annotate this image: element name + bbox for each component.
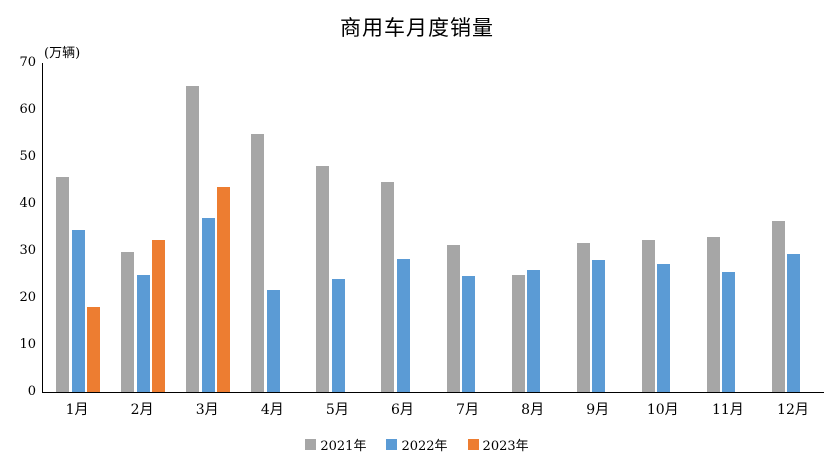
y-tick-label: 40 <box>19 196 36 211</box>
x-tick-label: 2月 <box>130 402 154 418</box>
y-tick-label: 30 <box>19 243 36 258</box>
legend-swatch <box>386 439 398 450</box>
bar <box>56 176 70 392</box>
x-tick-label: 8月 <box>521 402 545 418</box>
bar <box>787 254 801 392</box>
legend-item-2022年: 2022年 <box>386 435 448 454</box>
chart-legend: 2021年 2022年 2023年 <box>0 435 834 454</box>
bar <box>331 279 345 392</box>
x-tick-label: 10月 <box>646 402 679 418</box>
legend-label: 2023年 <box>482 439 529 454</box>
bar <box>592 260 606 392</box>
bar <box>381 182 395 392</box>
y-tick-label: 20 <box>19 290 36 305</box>
x-tick-label: 6月 <box>390 402 414 418</box>
bar <box>121 251 135 392</box>
legend-label: 2022年 <box>401 439 448 454</box>
legend-item-2023年: 2023年 <box>467 435 529 454</box>
x-tick-label: 9月 <box>586 402 610 418</box>
y-tick-label: 0 <box>27 384 36 399</box>
bar <box>771 220 785 392</box>
chart-title: 商用车月度销量 <box>340 16 494 40</box>
y-axis-unit-label: (万辆) <box>44 46 81 61</box>
bar <box>511 274 525 392</box>
bar <box>71 229 85 392</box>
bar <box>527 270 541 392</box>
legend-item-2021年: 2021年 <box>305 435 366 454</box>
bar <box>446 245 460 392</box>
bar <box>462 276 476 392</box>
bar <box>722 272 736 392</box>
x-tick-label: 1月 <box>65 402 89 418</box>
bar <box>186 85 200 392</box>
bar <box>316 165 330 392</box>
plot-area <box>42 63 824 393</box>
bar <box>251 133 265 392</box>
bar <box>657 263 671 392</box>
y-tick-label: 50 <box>19 149 36 164</box>
legend-swatch <box>467 439 479 450</box>
y-tick-label: 60 <box>19 102 36 117</box>
legend-swatch <box>305 439 317 450</box>
x-tick-label: 7月 <box>456 402 479 418</box>
bar <box>217 187 231 392</box>
bar <box>396 259 410 392</box>
bar <box>201 218 215 392</box>
bar <box>136 274 150 392</box>
legend-label: 2021年 <box>320 439 367 454</box>
y-tick-label: 70 <box>19 55 36 70</box>
bar <box>87 306 101 392</box>
bar <box>641 239 655 392</box>
x-tick-label: 11月 <box>711 402 744 418</box>
bar <box>576 243 590 392</box>
bar <box>706 236 720 392</box>
x-tick-label: 5月 <box>325 402 349 418</box>
x-tick-label: 4月 <box>260 402 284 418</box>
bar <box>266 290 280 392</box>
y-tick-label: 10 <box>19 337 36 352</box>
x-tick-label: 12月 <box>777 402 809 418</box>
x-tick-label: 3月 <box>195 402 219 418</box>
bar <box>152 239 166 392</box>
